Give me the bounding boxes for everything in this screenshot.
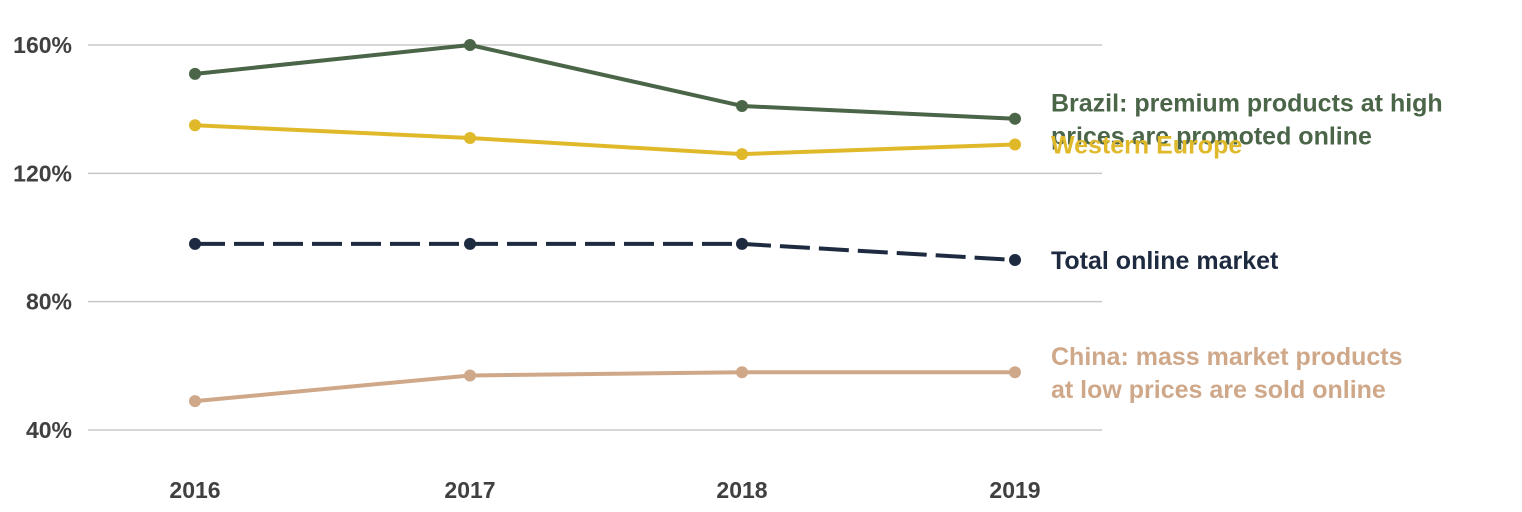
series-line-brazil (194, 43, 1016, 121)
y-tick-label: 80% (26, 289, 72, 315)
data-point-western_europe-2016 (189, 119, 201, 132)
series-label-total: Total online market (1051, 247, 1279, 275)
series-line-western_europe (194, 123, 1016, 157)
series-label-china: at low prices are sold online (1051, 376, 1386, 404)
data-point-total-2017 (464, 237, 476, 250)
series-label-brazil: Brazil: premium products at high (1051, 89, 1443, 117)
series-line-total (195, 241, 1016, 262)
data-point-china-2019 (1009, 366, 1021, 379)
series-labels: Brazil: premium products at high prices a… (1051, 89, 1443, 403)
data-point-total-2018 (736, 237, 748, 250)
series-line-china (194, 370, 1015, 404)
data-point-brazil-2019 (1009, 112, 1021, 125)
data-point-western_europe-2018 (736, 148, 748, 161)
x-tick-label: 2019 (989, 477, 1040, 503)
data-point-china-2016 (189, 395, 201, 408)
data-point-brazil-2018 (736, 99, 748, 112)
data-point-china-2017 (464, 369, 476, 382)
gridlines (88, 44, 1102, 431)
data-point-brazil-2017 (464, 39, 476, 51)
series-label-brazil: prices are promoted online (1051, 122, 1372, 150)
data-point-china-2018 (736, 366, 748, 379)
y-axis-tick-labels: 40% 80% 120% 160% (13, 32, 72, 443)
series-points (189, 39, 1021, 408)
data-point-total-2016 (189, 237, 201, 250)
y-tick-label: 160% (13, 32, 72, 58)
series-label-china: China: mass market products (1051, 343, 1403, 371)
x-tick-label: 2018 (716, 477, 767, 503)
data-point-western_europe-2019 (1009, 138, 1021, 151)
series-label-western_europe: Western Europe (1051, 131, 1242, 159)
x-axis-tick-labels: 2016 2017 2018 2019 (169, 477, 1040, 503)
data-point-western_europe-2017 (464, 132, 476, 145)
y-tick-label: 40% (26, 417, 72, 443)
x-tick-label: 2016 (169, 477, 220, 503)
data-point-brazil-2016 (189, 67, 201, 80)
series-lines (194, 43, 1016, 404)
x-tick-label: 2017 (444, 477, 495, 503)
data-point-total-2019 (1009, 253, 1021, 266)
y-tick-label: 120% (13, 160, 72, 186)
